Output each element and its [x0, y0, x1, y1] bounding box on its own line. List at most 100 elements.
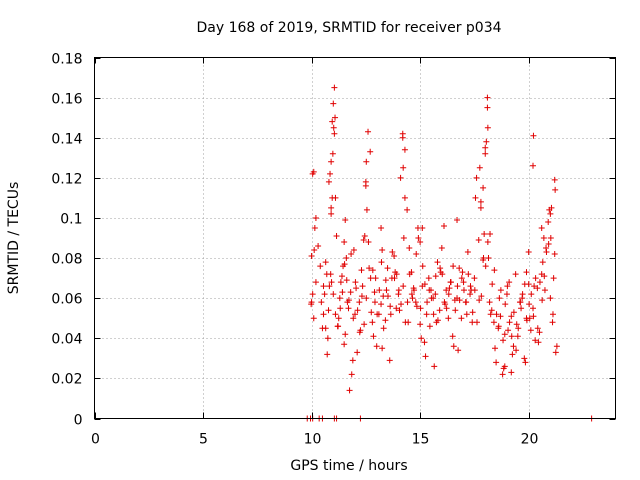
data-point — [367, 148, 374, 155]
data-point — [458, 275, 465, 282]
data-point — [367, 275, 374, 282]
data-point — [329, 118, 336, 125]
data-point — [472, 194, 479, 201]
data-point — [473, 174, 480, 181]
data-point — [543, 249, 550, 256]
data-point — [417, 321, 424, 328]
data-point — [547, 295, 554, 302]
data-point — [384, 265, 391, 272]
grid-lines — [94, 57, 616, 419]
data-point — [523, 317, 530, 324]
data-point — [376, 287, 383, 294]
data-point — [328, 210, 335, 217]
data-point — [532, 275, 539, 282]
data-point — [421, 281, 428, 288]
data-point — [335, 315, 342, 322]
data-point — [521, 281, 528, 288]
data-point — [345, 297, 352, 304]
data-point — [387, 311, 394, 318]
data-point — [497, 313, 504, 320]
data-point — [380, 325, 387, 332]
data-point — [540, 235, 547, 241]
data-point — [331, 130, 338, 137]
data-point — [373, 343, 380, 350]
data-point — [527, 327, 534, 334]
data-point — [349, 357, 356, 364]
data-point — [534, 325, 541, 332]
data-point — [399, 134, 406, 141]
y-tick-label: 0.06 — [51, 292, 82, 308]
data-point — [325, 178, 332, 185]
data-point — [515, 325, 522, 332]
data-point — [508, 313, 515, 320]
data-point — [460, 279, 467, 286]
data-point — [434, 259, 441, 266]
data-point — [455, 347, 462, 354]
data-point — [341, 261, 348, 268]
data-point — [518, 305, 525, 312]
data-point — [525, 249, 532, 256]
chart-title: Day 168 of 2019, SRMTID for receiver p03… — [196, 20, 501, 36]
data-point — [322, 259, 329, 266]
data-point — [308, 253, 315, 260]
data-point — [415, 235, 422, 241]
data-point — [366, 265, 373, 272]
data-point — [370, 333, 377, 340]
data-point — [413, 251, 420, 258]
data-point — [324, 335, 331, 342]
data-point — [532, 337, 539, 344]
data-point — [505, 327, 512, 334]
data-point — [475, 237, 482, 244]
data-point — [484, 104, 491, 111]
data-point — [549, 311, 556, 318]
data-point — [483, 138, 490, 145]
data-point — [308, 301, 315, 308]
data-point — [526, 301, 533, 308]
data-point — [484, 239, 491, 246]
data-point — [382, 317, 389, 324]
data-point — [342, 216, 349, 223]
data-point — [513, 347, 520, 354]
data-point — [481, 230, 488, 237]
data-point — [496, 295, 503, 302]
data-point — [331, 84, 338, 91]
data-point — [356, 299, 363, 306]
data-point — [356, 329, 363, 336]
data-point — [386, 357, 393, 364]
data-point — [337, 305, 344, 312]
data-point — [441, 222, 448, 229]
data-point — [491, 267, 498, 274]
data-point — [312, 279, 319, 286]
y-tick-label: 0 — [74, 413, 83, 429]
data-point — [358, 267, 365, 274]
data-point — [492, 345, 499, 352]
data-point — [315, 243, 322, 250]
data-point — [450, 263, 457, 270]
data-point — [431, 363, 438, 370]
data-point — [456, 265, 463, 272]
data-point — [536, 279, 543, 286]
data-point — [421, 339, 428, 346]
data-point — [495, 323, 502, 330]
data-point — [341, 239, 348, 246]
data-point — [411, 287, 418, 294]
data-point — [350, 247, 357, 254]
data-point — [547, 235, 554, 241]
data-point — [502, 301, 509, 308]
data-point — [422, 353, 429, 360]
data-point — [469, 309, 476, 316]
data-point — [513, 321, 520, 328]
data-point — [538, 224, 545, 231]
data-point — [428, 295, 435, 302]
data-point — [541, 287, 548, 294]
data-point — [369, 319, 376, 326]
data-point — [378, 301, 385, 308]
data-point — [530, 162, 537, 169]
data-point — [310, 315, 317, 322]
data-point — [504, 283, 511, 290]
data-point — [352, 311, 358, 318]
data-point — [530, 132, 537, 139]
y-tick-label: 0.16 — [51, 92, 82, 108]
data-point — [489, 281, 496, 288]
data-point — [549, 319, 556, 326]
